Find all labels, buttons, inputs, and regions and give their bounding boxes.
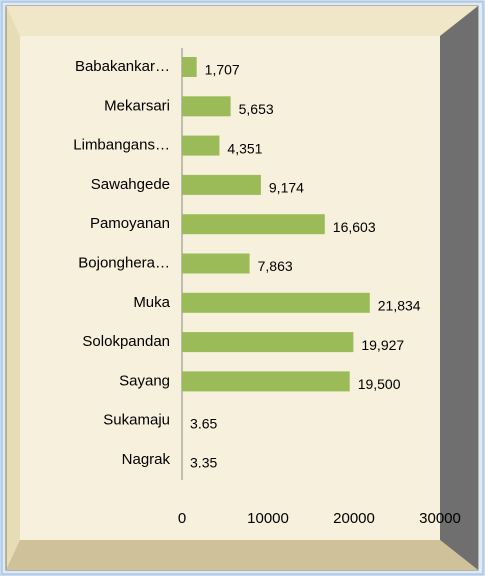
y-tick-label: Sawahgede [91,176,170,193]
x-tick-label: 10000 [247,510,289,527]
data-label: 19,927 [361,337,404,353]
y-tick-label: Bojonghera… [78,254,170,271]
data-label: 9,174 [269,180,304,196]
y-tick-label: Solokpandan [82,333,170,350]
bar [182,214,325,235]
x-tick-label: 30000 [419,510,461,527]
bar [182,332,354,353]
y-tick-label: Nagrak [122,451,171,468]
bar [182,292,370,313]
frame-right-bevel [440,6,478,570]
y-tick-label: Babakankar… [75,58,170,75]
bar [182,135,220,156]
bar [182,96,231,117]
frame-bottom-bevel [6,540,478,570]
bar [182,253,250,274]
y-tick-label: Limbangans… [73,137,170,154]
data-label: 1,707 [205,62,240,78]
y-tick-label: Muka [133,294,170,311]
y-tick-label: Sukamaju [103,412,170,429]
frame-top-bevel [6,6,478,36]
data-label: 16,603 [333,219,376,235]
y-tick-label: Pamoyanan [90,215,170,232]
bar [182,371,350,392]
data-label: 3.65 [190,415,217,431]
data-label: 19,500 [358,376,401,392]
data-label: 7,863 [258,258,293,274]
data-label: 5,653 [239,101,274,117]
plot-panel [20,36,440,540]
x-tick-label: 0 [178,510,186,527]
bar [182,174,261,195]
data-label: 3.35 [190,455,217,471]
data-label: 21,834 [378,298,421,314]
bar [182,57,197,77]
data-label: 4,351 [227,140,262,156]
y-tick-label: Mekarsari [104,97,170,114]
y-tick-label: Sayang [119,372,170,389]
x-tick-label: 20000 [333,510,375,527]
